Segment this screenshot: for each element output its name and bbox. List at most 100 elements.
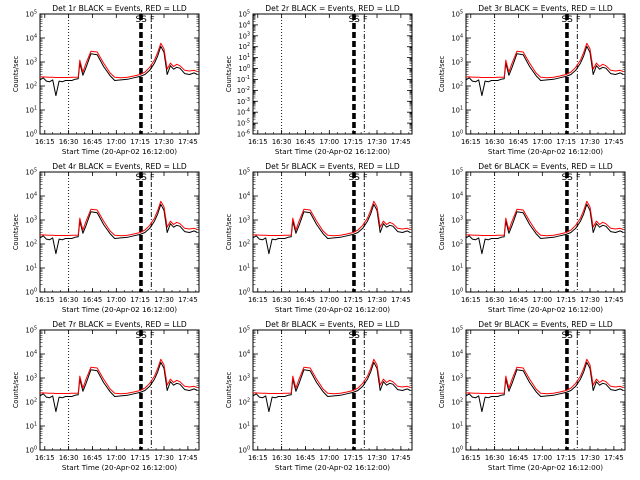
x-tick-label: 17:00 (107, 296, 127, 304)
x-tick-label: 16:30 (272, 296, 292, 304)
panel-title: Det 9r BLACK = Events, RED = LLD (478, 320, 613, 329)
y-tick-label: 10-4 (237, 108, 250, 117)
x-tick-label: 17:00 (533, 296, 553, 304)
y-tick-label: 10-2 (237, 86, 250, 95)
panel-det-5r: Det 5r BLACK = Events, RED = LLD Start Ti… (225, 162, 413, 314)
series-line-lld (253, 200, 411, 237)
x-tick-label: 17:15 (130, 454, 150, 462)
y-tick-label: 103 (239, 31, 250, 40)
y-tick-label: 104 (26, 192, 37, 201)
x-axis-label: Start Time (20-Apr-02 16:12:00) (488, 463, 603, 472)
series-line-lld (40, 42, 198, 79)
x-tick-label: 17:00 (320, 296, 340, 304)
series-line-events (39, 361, 198, 413)
x-tick-label: 16:15 (461, 454, 481, 462)
x-tick-label: 17:30 (367, 454, 387, 462)
y-tick-label: 104 (239, 350, 250, 359)
series-line-events (39, 45, 198, 97)
x-tick-label: 17:00 (107, 138, 127, 146)
plot-frame (39, 171, 200, 293)
y-tick-label: 105 (452, 168, 463, 177)
x-axis-label: Start Time (20-Apr-02 16:12:00) (275, 305, 390, 314)
y-tick-label: 10-6 (237, 130, 250, 139)
x-tick-label: 16:30 (485, 296, 505, 304)
x-tick-label: 17:15 (130, 296, 150, 304)
x-tick-label: 17:15 (130, 138, 150, 146)
x-tick-label: 16:30 (59, 454, 79, 462)
flare-marker-label: F (576, 173, 581, 182)
y-tick-label: 103 (239, 374, 250, 383)
x-tick-label: 17:30 (367, 296, 387, 304)
x-tick-label: 16:45 (296, 454, 316, 462)
y-axis-label: Counts/sec (438, 371, 446, 408)
y-axis-label: Counts/sec (12, 371, 20, 408)
series-line-lld (40, 200, 198, 237)
x-tick-label: 16:15 (461, 296, 481, 304)
y-tick-label: 104 (26, 350, 37, 359)
x-tick-label: 16:15 (248, 454, 268, 462)
series-line-events (465, 361, 624, 413)
x-tick-label: 16:45 (509, 296, 529, 304)
y-tick-label: 102 (239, 240, 250, 249)
y-tick-label: 101 (452, 422, 463, 431)
y-tick-label: 102 (452, 240, 463, 249)
x-tick-label: 17:30 (154, 454, 174, 462)
plot-frame (252, 329, 413, 451)
plot-frame (39, 13, 200, 135)
saa-marker-label: SS (348, 331, 360, 341)
plot-frame (465, 13, 626, 135)
x-tick-label: 17:00 (107, 454, 127, 462)
series-line-events (465, 45, 624, 97)
series-line-events (252, 361, 411, 413)
y-tick-label: 103 (452, 216, 463, 225)
x-tick-label: 17:15 (556, 454, 576, 462)
x-tick-label: 16:15 (35, 454, 55, 462)
flare-marker-label: F (576, 331, 581, 340)
x-tick-label: 16:30 (272, 138, 292, 146)
x-tick-label: 17:15 (343, 454, 363, 462)
x-tick-label: 17:30 (580, 454, 600, 462)
panel-det-3r: Det 3r BLACK = Events, RED = LLD Start Ti… (438, 4, 626, 156)
y-tick-label: 100 (26, 130, 37, 139)
x-tick-label: 17:30 (580, 296, 600, 304)
x-axis-label: Start Time (20-Apr-02 16:12:00) (62, 463, 177, 472)
y-tick-label: 102 (239, 398, 250, 407)
x-tick-label: 16:45 (509, 138, 529, 146)
x-tick-label: 17:00 (320, 454, 340, 462)
panel-det-1r: Det 1r BLACK = Events, RED = LLD Start Ti… (12, 4, 200, 156)
y-tick-label: 100 (452, 288, 463, 297)
y-tick-label: 105 (452, 10, 463, 19)
y-tick-label: 100 (239, 446, 250, 455)
panel-title: Det 6r BLACK = Events, RED = LLD (478, 162, 613, 171)
y-tick-label: 102 (26, 398, 37, 407)
series-line-lld (40, 358, 198, 395)
series-line-events (465, 203, 624, 255)
x-tick-label: 17:45 (604, 454, 624, 462)
y-tick-label: 105 (26, 326, 37, 335)
y-tick-label: 101 (452, 264, 463, 273)
flare-marker-label: F (150, 331, 155, 340)
y-tick-label: 104 (452, 192, 463, 201)
y-tick-label: 103 (239, 216, 250, 225)
y-tick-label: 101 (239, 53, 250, 62)
x-tick-label: 16:15 (461, 138, 481, 146)
x-tick-label: 17:00 (533, 454, 553, 462)
saa-marker-label: SS (561, 331, 573, 341)
series-line-lld (466, 358, 624, 395)
x-tick-label: 17:00 (533, 138, 553, 146)
y-tick-label: 104 (26, 34, 37, 43)
x-tick-label: 16:45 (83, 138, 103, 146)
y-axis-label: Counts/sec (225, 55, 233, 92)
x-tick-label: 17:45 (178, 296, 198, 304)
flare-marker-label: F (363, 331, 368, 340)
x-tick-label: 16:30 (59, 296, 79, 304)
plot-frame (252, 13, 413, 135)
panel-title: Det 8r BLACK = Events, RED = LLD (265, 320, 400, 329)
x-tick-label: 16:45 (296, 296, 316, 304)
saa-marker-label: SS (135, 173, 147, 183)
x-tick-label: 17:45 (604, 138, 624, 146)
y-tick-label: 103 (26, 216, 37, 225)
y-tick-label: 105 (452, 326, 463, 335)
x-tick-label: 16:15 (35, 138, 55, 146)
